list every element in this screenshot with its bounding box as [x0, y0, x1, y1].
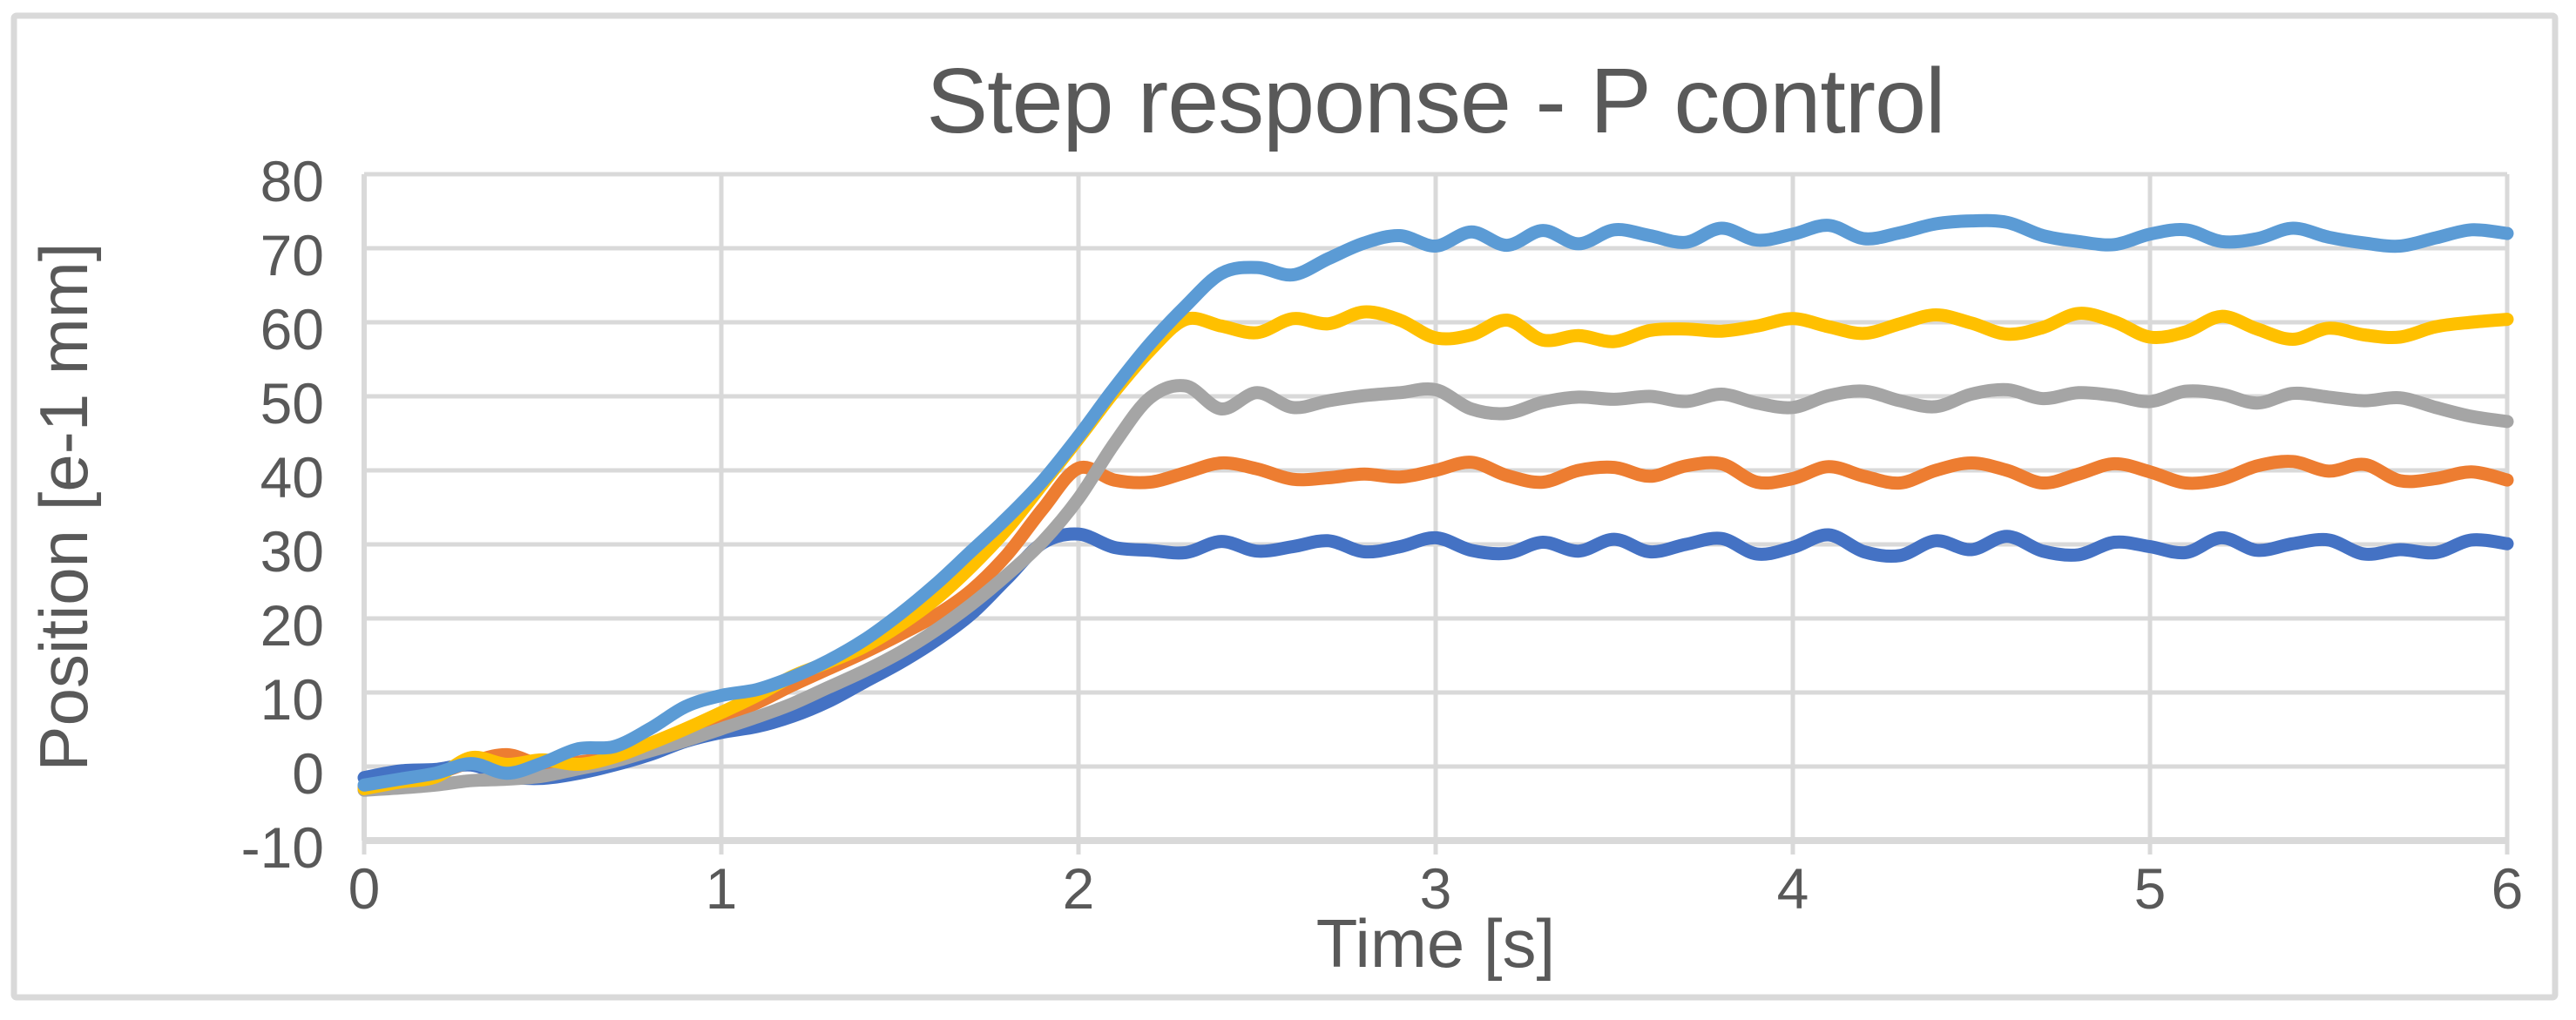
series-line-gray — [357, 379, 2514, 797]
y-tick-label: 0 — [292, 741, 324, 806]
y-tick-label: 60 — [260, 297, 324, 361]
y-tick-label: 20 — [260, 593, 324, 658]
series-line-light-blue — [357, 213, 2514, 792]
x-tick-label: 0 — [348, 856, 381, 921]
x-tick-label: 1 — [706, 856, 738, 921]
tick-labels: 80 70 60 50 40 30 20 10 0 -10 0 1 2 3 4 5 6 — [241, 149, 2524, 921]
y-tick-label: 10 — [260, 667, 324, 732]
chart-title: Step response - P control — [926, 50, 1944, 152]
x-axis-title: Time [s] — [1316, 905, 1555, 982]
x-tick-label: 3 — [1420, 856, 1452, 921]
series-layer — [357, 213, 2514, 797]
x-tick-label: 6 — [2491, 856, 2524, 921]
x-tick-label: 5 — [2134, 856, 2167, 921]
y-tick-label: 40 — [260, 445, 324, 510]
grid-layer — [362, 172, 2510, 855]
y-tick-label: 50 — [260, 371, 324, 436]
figure-border — [10, 12, 2559, 1001]
x-tick-label: 4 — [1777, 856, 1809, 921]
y-tick-label: -10 — [241, 815, 324, 880]
x-tick-label: 2 — [1063, 856, 1095, 921]
y-tick-label: 70 — [260, 223, 324, 287]
y-axis-title: Position [e-1 mm] — [25, 243, 102, 772]
series-line-gold — [357, 305, 2514, 795]
y-tick-label: 30 — [260, 519, 324, 584]
y-tick-label: 80 — [260, 149, 324, 213]
